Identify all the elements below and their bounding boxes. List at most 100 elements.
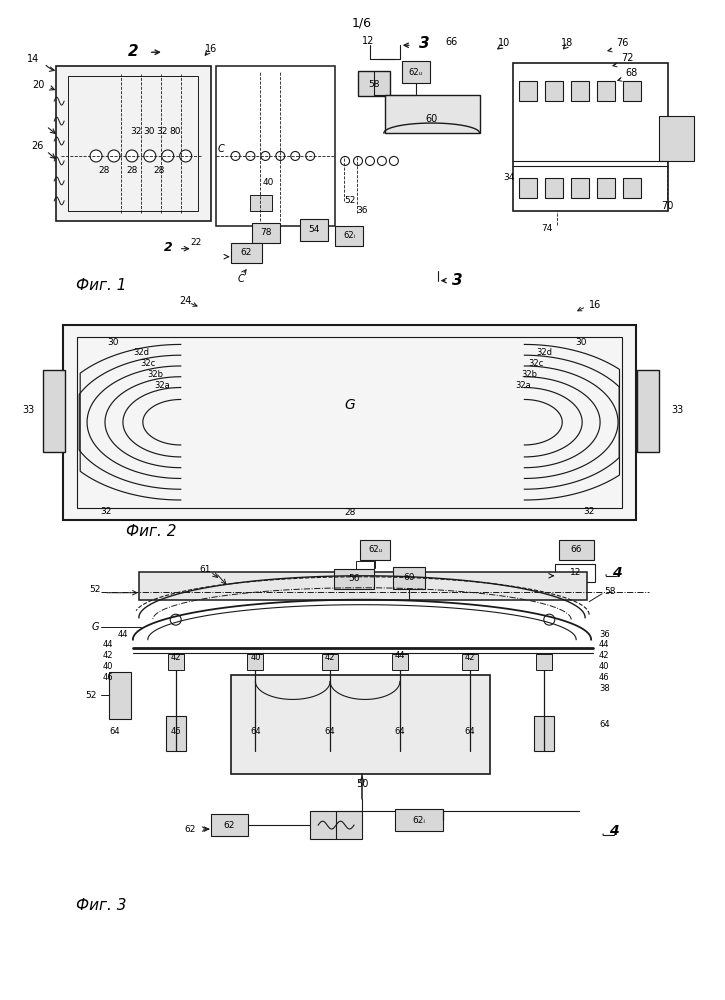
Circle shape bbox=[90, 150, 102, 162]
Text: 32b: 32b bbox=[521, 370, 537, 379]
Bar bbox=[109, 672, 131, 719]
Bar bbox=[659, 116, 694, 161]
Text: 32: 32 bbox=[100, 507, 112, 516]
Bar bbox=[534, 716, 554, 751]
Text: 40: 40 bbox=[103, 662, 113, 671]
Text: 61: 61 bbox=[200, 565, 212, 574]
Bar bbox=[623, 178, 641, 198]
Text: 62ᵤ: 62ᵤ bbox=[368, 545, 382, 554]
Bar bbox=[210, 814, 249, 836]
Text: 66: 66 bbox=[446, 37, 457, 47]
Text: 42: 42 bbox=[464, 653, 475, 662]
Bar bbox=[536, 654, 552, 670]
Text: 28: 28 bbox=[344, 508, 356, 517]
Text: 10: 10 bbox=[498, 38, 510, 48]
Text: 62ᵢ: 62ᵢ bbox=[413, 816, 426, 825]
Text: 64: 64 bbox=[325, 727, 336, 736]
Bar bbox=[393, 567, 425, 589]
Bar bbox=[402, 61, 430, 83]
Text: 36: 36 bbox=[599, 630, 610, 639]
Text: 64: 64 bbox=[464, 727, 475, 736]
Circle shape bbox=[180, 150, 191, 162]
Text: 16: 16 bbox=[204, 44, 217, 54]
Bar bbox=[246, 716, 265, 751]
Circle shape bbox=[126, 150, 138, 162]
Text: 58: 58 bbox=[368, 80, 380, 89]
Circle shape bbox=[291, 151, 299, 160]
Circle shape bbox=[276, 151, 285, 160]
Circle shape bbox=[544, 614, 555, 625]
Circle shape bbox=[144, 150, 156, 162]
Bar bbox=[392, 654, 408, 670]
Bar bbox=[623, 81, 641, 101]
Text: 44: 44 bbox=[117, 630, 128, 639]
Text: 34: 34 bbox=[504, 173, 515, 182]
Bar bbox=[462, 654, 478, 670]
Circle shape bbox=[246, 151, 255, 160]
Text: 14: 14 bbox=[27, 54, 39, 64]
Bar bbox=[334, 569, 374, 589]
Text: 56: 56 bbox=[348, 574, 360, 583]
Bar bbox=[300, 219, 328, 241]
Text: 30: 30 bbox=[107, 338, 119, 347]
Text: 74: 74 bbox=[542, 224, 553, 233]
Bar bbox=[637, 370, 659, 452]
Text: 62ᵤ: 62ᵤ bbox=[409, 68, 423, 77]
Circle shape bbox=[341, 156, 349, 165]
Text: 62: 62 bbox=[184, 825, 196, 834]
Bar bbox=[322, 654, 338, 670]
Text: 32a: 32a bbox=[515, 381, 531, 390]
Bar bbox=[395, 809, 443, 831]
Text: 32c: 32c bbox=[529, 359, 544, 368]
Bar bbox=[513, 63, 668, 211]
Text: 78: 78 bbox=[260, 228, 272, 237]
Text: 62: 62 bbox=[241, 248, 252, 257]
Text: 12: 12 bbox=[570, 568, 581, 577]
Bar bbox=[358, 71, 390, 96]
Text: 26: 26 bbox=[31, 141, 44, 151]
Text: 28: 28 bbox=[153, 166, 165, 175]
Text: 33: 33 bbox=[671, 405, 683, 415]
Text: 64: 64 bbox=[109, 727, 120, 736]
Text: C: C bbox=[218, 144, 224, 154]
Bar bbox=[545, 178, 563, 198]
Bar bbox=[139, 572, 587, 600]
Text: 1/6: 1/6 bbox=[352, 17, 372, 30]
Text: 28: 28 bbox=[126, 166, 138, 175]
Text: 54: 54 bbox=[309, 225, 320, 234]
Bar bbox=[519, 81, 537, 101]
Bar bbox=[390, 716, 410, 751]
Bar bbox=[63, 325, 636, 520]
Text: 32d: 32d bbox=[536, 348, 552, 357]
Text: 66: 66 bbox=[571, 545, 582, 554]
Circle shape bbox=[389, 156, 398, 165]
Circle shape bbox=[365, 156, 374, 165]
Bar bbox=[571, 81, 589, 101]
Bar bbox=[231, 243, 262, 263]
Bar bbox=[215, 66, 335, 226]
Text: 4: 4 bbox=[609, 824, 619, 838]
Text: 18: 18 bbox=[561, 38, 573, 48]
Bar bbox=[555, 564, 595, 582]
Bar bbox=[167, 654, 183, 670]
Text: 24: 24 bbox=[180, 296, 192, 306]
Bar bbox=[545, 81, 563, 101]
Text: 64: 64 bbox=[394, 727, 405, 736]
Text: 42: 42 bbox=[599, 651, 610, 660]
Bar bbox=[460, 716, 479, 751]
Text: 52: 52 bbox=[90, 585, 101, 594]
Text: 46: 46 bbox=[170, 727, 181, 736]
Text: 42: 42 bbox=[170, 653, 181, 662]
Text: 52: 52 bbox=[86, 691, 97, 700]
Bar bbox=[166, 716, 186, 751]
Text: 30: 30 bbox=[576, 338, 587, 347]
Text: 42: 42 bbox=[103, 651, 113, 660]
Text: 72: 72 bbox=[621, 53, 634, 63]
Text: 40: 40 bbox=[262, 178, 274, 187]
Text: 3: 3 bbox=[452, 273, 463, 288]
Text: 20: 20 bbox=[32, 80, 44, 90]
Text: 36: 36 bbox=[356, 206, 368, 215]
Text: 68: 68 bbox=[625, 68, 637, 78]
Text: 32c: 32c bbox=[140, 359, 155, 368]
Text: 62: 62 bbox=[224, 821, 235, 830]
